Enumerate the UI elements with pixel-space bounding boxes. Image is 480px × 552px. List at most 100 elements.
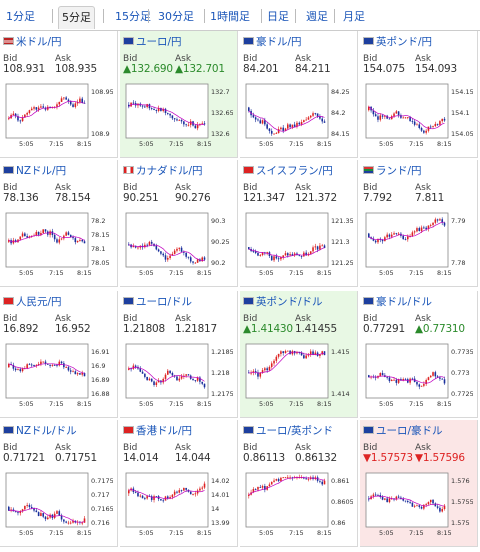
- pair-title-link[interactable]: 人民元/円: [3, 294, 62, 308]
- price-chart[interactable]: 14.02 14.01 14 13.99 5:05 7:15 8:15: [125, 471, 233, 537]
- moving-average-line: [128, 103, 205, 126]
- candle-body: [282, 255, 285, 258]
- candle-body: [67, 232, 70, 235]
- candle-body: [420, 385, 423, 387]
- pair-name: ユーロ/豪ドル: [376, 425, 443, 437]
- candle-body: [30, 364, 33, 366]
- pair-title-link[interactable]: 豪ドル/円: [243, 34, 302, 48]
- candle-body: [167, 496, 169, 499]
- rate-panel: ユーロ/豪ドル Bid Ask ▼1.57573 ▼1.57596 1.576 1.5755…: [360, 420, 478, 547]
- candle-body: [81, 239, 84, 242]
- price-chart[interactable]: 132.7 132.65 132.6 5:05 7:15 8:15: [125, 82, 234, 148]
- candle-body: [268, 484, 271, 487]
- rate-panel: ユーロ/ドル Bid Ask 1.21808 1.21817 1.2185 1.218 1.2…: [120, 291, 238, 418]
- price-chart[interactable]: 0.7175 0.717 0.7165 0.716 5:05 7:15 8:15: [5, 471, 114, 537]
- candle-body: [134, 492, 137, 493]
- pair-title-link[interactable]: ユーロ/英ポンド: [243, 423, 333, 437]
- pair-title-link[interactable]: ユーロ/円: [123, 34, 182, 48]
- candle-body: [21, 117, 24, 122]
- pair-title-link[interactable]: 豪ドル/ドル: [363, 294, 432, 308]
- price-chart[interactable]: 7.79 7.78 5:05 7:15 8:15: [365, 211, 473, 277]
- pair-title-link[interactable]: 米ドル/円: [3, 34, 62, 48]
- pair-title-link[interactable]: スイスフラン/円: [243, 163, 333, 177]
- candle-body: [19, 369, 22, 372]
- candle-body: [425, 130, 427, 133]
- candlestick-chart: 121.35 121.3 121.25 5:05 7:15 8:15: [245, 212, 354, 277]
- ask-value: 108.935: [55, 63, 98, 75]
- pair-title-link[interactable]: 香港ドル/円: [123, 423, 192, 437]
- tab-monthly[interactable]: 月足: [343, 10, 365, 23]
- price-chart[interactable]: 154.15 154.1 154.05 5:05 7:15 8:15: [365, 82, 474, 148]
- chart-frame: [245, 83, 329, 139]
- x-tick-label: 8:15: [77, 400, 92, 408]
- price-chart[interactable]: 84.25 84.2 84.15 5:05 7:15 8:15: [245, 82, 353, 148]
- ask-label: Ask: [55, 54, 72, 64]
- candle-body: [72, 520, 74, 523]
- candle-body: [395, 379, 398, 383]
- candle-body: [316, 477, 319, 481]
- candle-body: [33, 508, 35, 511]
- tab-5min[interactable]: 5分足: [58, 6, 95, 29]
- candle-body: [418, 384, 421, 387]
- pair-title-link[interactable]: カナダドル/円: [123, 163, 203, 177]
- candle-body: [72, 104, 74, 107]
- candle-body: [171, 373, 174, 376]
- rate-panel: ランド/円 Bid Ask 7.792 7.811 7.79 7.78 5:05 7:15 8:1…: [360, 160, 478, 287]
- candle-body: [40, 233, 42, 235]
- price-chart[interactable]: 16.91 16.9 16.89 16.88 5:05 7:15 8:15: [5, 342, 113, 408]
- tab-daily[interactable]: 日足: [267, 10, 289, 23]
- candle-body: [194, 380, 197, 382]
- tab-30min[interactable]: 30分足: [158, 10, 194, 23]
- ask-label: Ask: [415, 183, 432, 193]
- candle-body: [164, 255, 167, 260]
- price-chart[interactable]: 78.2 78.15 78.1 78.05 5:05 7:15 8:15: [5, 211, 113, 277]
- candle-body: [261, 252, 264, 256]
- candle-body: [146, 244, 148, 246]
- price-chart[interactable]: 1.415 1.414 5:05 7:15 8:15: [245, 342, 353, 408]
- pair-title-link[interactable]: NZドル/円: [3, 163, 66, 177]
- candle-body: [162, 108, 165, 111]
- candle-body: [60, 238, 63, 240]
- candle-body: [35, 364, 38, 366]
- price-chart[interactable]: 0.7735 0.773 0.7725 5:05 7:15 8:15: [365, 342, 474, 408]
- price-chart[interactable]: 90.3 90.25 90.2 5:05 7:15 8:15: [125, 211, 233, 277]
- y-tick-label: 16.89: [91, 376, 110, 384]
- pair-title-link[interactable]: NZドル/ドル: [3, 423, 77, 437]
- price-chart[interactable]: 108.95 108.9 5:05 7:15 8:15: [5, 82, 114, 148]
- x-tick-label: 8:15: [317, 400, 332, 408]
- y-tick-label: 7.78: [451, 259, 465, 267]
- x-tick-label: 7:15: [49, 529, 64, 537]
- pair-title-link[interactable]: 英ポンド/円: [363, 34, 432, 48]
- candle-body: [60, 515, 63, 520]
- candle-body: [167, 113, 169, 114]
- price-chart[interactable]: 121.35 121.3 121.25 5:05 7:15 8:15: [245, 211, 354, 277]
- candle-body: [67, 367, 70, 371]
- x-tick-label: 5:05: [19, 140, 34, 148]
- tab-1hour[interactable]: 1時間足: [210, 10, 250, 23]
- pair-title-link[interactable]: 英ポンド/ドル: [243, 294, 323, 308]
- candle-body: [372, 110, 375, 115]
- pair-title-link[interactable]: ユーロ/ドル: [123, 294, 192, 308]
- candle-body: [56, 365, 58, 366]
- candle-body: [49, 364, 51, 366]
- candle-body: [148, 241, 151, 245]
- pair-name: カナダドル/円: [136, 165, 203, 177]
- price-chart[interactable]: 1.576 1.5755 1.575 5:05 7:15 8:15: [365, 471, 474, 537]
- candle-body: [436, 376, 439, 378]
- candlestick-chart: 132.7 132.65 132.6 5:05 7:15 8:15: [125, 83, 234, 148]
- candle-body: [178, 378, 181, 381]
- x-tick-label: 8:15: [197, 140, 212, 148]
- pair-title-link[interactable]: ユーロ/豪ドル: [363, 423, 443, 437]
- tab-1min[interactable]: 1分足: [6, 10, 35, 23]
- tab-weekly[interactable]: 週足: [306, 10, 328, 23]
- x-tick-label: 8:15: [317, 529, 332, 537]
- candle-body: [185, 374, 187, 376]
- tab-15min[interactable]: 15分足: [115, 10, 151, 23]
- price-chart[interactable]: 0.861 0.8605 0.86 5:05 7:15 8:15: [245, 471, 354, 537]
- eu-flag-icon: [123, 37, 134, 45]
- candle-body: [432, 372, 434, 376]
- pair-title-link[interactable]: ランド/円: [363, 163, 422, 177]
- candle-body: [81, 522, 84, 524]
- y-tick-label: 0.717: [91, 491, 110, 499]
- price-chart[interactable]: 1.2185 1.218 1.2175 5:05 7:15 8:15: [125, 342, 234, 408]
